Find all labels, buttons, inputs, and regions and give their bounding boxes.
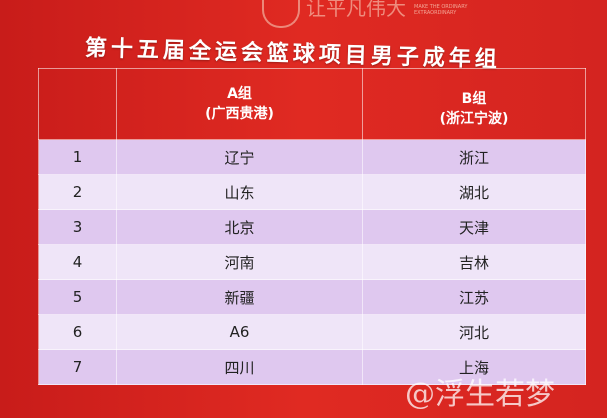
- group-b-cell: 浙江: [362, 139, 586, 175]
- rank-cell: 4: [38, 244, 117, 280]
- group-a-cell: 山东: [116, 174, 363, 210]
- group-b-cell: 天津: [362, 209, 586, 245]
- rank-cell: 7: [38, 349, 117, 385]
- table-row: 5 新疆 江苏: [38, 279, 586, 315]
- group-a-cell: 北京: [116, 209, 363, 245]
- rank-cell: 3: [38, 209, 117, 245]
- header-group-b: B组 (浙江宁波): [362, 68, 586, 140]
- group-b-venue: (浙江宁波): [439, 111, 509, 127]
- header-rank: [38, 68, 117, 140]
- group-b-label: B组: [461, 91, 487, 107]
- group-b-cell: 江苏: [362, 279, 586, 315]
- rank-cell: 2: [38, 174, 117, 210]
- table-row: 6 A6 河北: [38, 314, 586, 350]
- group-a-cell: 新疆: [116, 279, 363, 315]
- rank-cell: 6: [38, 314, 117, 350]
- header-group-a: A组 (广西贵港): [116, 68, 363, 140]
- group-a-label: A组: [227, 86, 252, 102]
- header-row: A组 (广西贵港) B组 (浙江宁波): [38, 68, 586, 140]
- logo-slogan: 让平凡伟大: [306, 0, 406, 20]
- table-row: 7 四川 上海: [38, 349, 586, 385]
- logo-slogan-en: MAKE THE ORDINARY EXTRAORDINARY: [414, 4, 468, 16]
- rank-cell: 5: [38, 279, 117, 315]
- group-b-cell: 湖北: [362, 174, 586, 210]
- badge-icon: [262, 0, 300, 28]
- groups-table: A组 (广西贵港) B组 (浙江宁波) 1 辽宁 浙江 2 山东 湖北 3 北京 天津 4 河南吉…: [38, 68, 586, 385]
- group-b-cell: 吉林: [362, 244, 586, 280]
- group-b-cell: 河北: [362, 314, 586, 350]
- group-a-cell: 辽宁: [116, 139, 363, 175]
- group-a-cell: A6: [116, 314, 363, 350]
- table-row: 4 河南 吉林: [38, 244, 586, 280]
- watermark: @浮生若梦: [405, 377, 555, 412]
- table-row: 1 辽宁 浙江: [38, 139, 586, 175]
- group-a-venue: (广西贵港): [205, 106, 274, 122]
- table-row: 3 北京 天津: [38, 209, 586, 245]
- group-a-cell: 四川: [116, 349, 363, 385]
- event-logo: 让平凡伟大: [262, 0, 412, 30]
- table-row: 2 山东 湖北: [38, 174, 586, 210]
- rank-cell: 1: [38, 139, 117, 175]
- group-b-cell: 上海: [362, 349, 586, 385]
- group-a-cell: 河南: [116, 244, 363, 280]
